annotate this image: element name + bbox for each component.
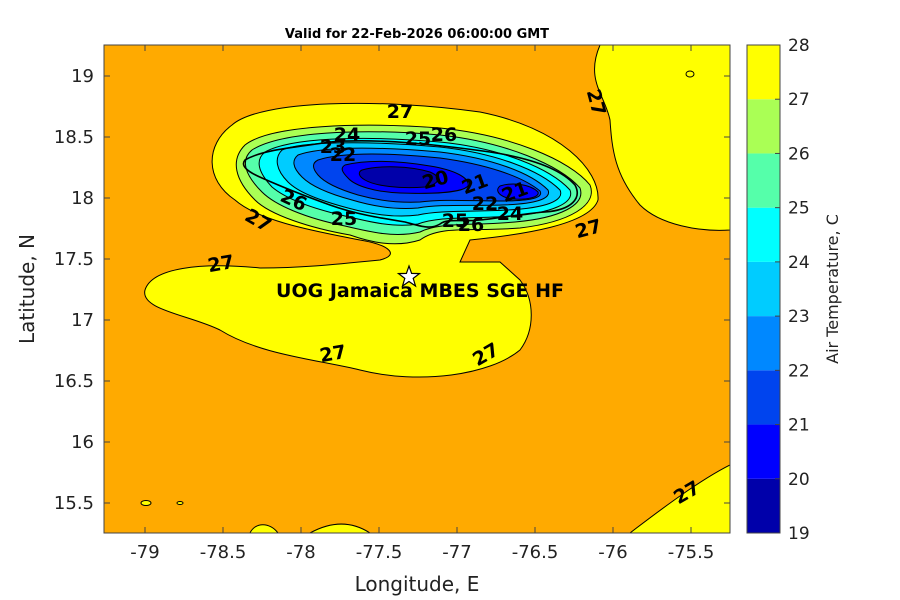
jamaica-coastline xyxy=(242,140,578,228)
colorbar-segment xyxy=(747,153,780,208)
colorbar-segment xyxy=(747,316,780,371)
colorbar-segment xyxy=(747,207,780,262)
contour-islet-sw-2 xyxy=(176,501,184,505)
colorbar-segment xyxy=(747,99,780,154)
x-tick-label: -75.5 xyxy=(668,542,715,563)
figure-title: Valid for 22-Feb-2026 06:00:00 GMT xyxy=(285,27,549,42)
contour-label-24-north: 24 xyxy=(334,124,360,146)
contour-label-27-south: 27 xyxy=(318,341,348,367)
contour-islet-sw-1 xyxy=(140,500,152,506)
contour-core-below-20 xyxy=(358,166,439,189)
x-tick-label: -76.5 xyxy=(512,542,559,563)
colorbar-tick-label: 28 xyxy=(788,36,810,56)
y-axis: 19 18.5 18 17.5 17 16.5 16 15.5 Latitude… xyxy=(15,66,730,514)
plot-frame xyxy=(103,44,731,534)
y-axis-label: Latitude, N xyxy=(15,234,39,344)
y-tick-label: 16.5 xyxy=(54,371,94,392)
station-label: UOG Jamaica MBES SGE HF xyxy=(276,280,564,302)
x-tick-label: -78 xyxy=(286,542,315,563)
y-tick-label: 19 xyxy=(71,66,94,87)
x-tick-label: -78.5 xyxy=(200,542,247,563)
contour-islet-ne xyxy=(685,70,695,78)
y-tick-label: 15.5 xyxy=(54,493,94,514)
x-tick-label: -77 xyxy=(442,542,471,563)
colorbar-segment xyxy=(747,424,780,479)
y-tick-label: 18.5 xyxy=(54,127,94,148)
colorbar-segment xyxy=(747,45,780,100)
colorbar-tick-label: 23 xyxy=(788,307,810,327)
x-tick-label: -76 xyxy=(598,542,627,563)
contour-label-22-east: 22 xyxy=(472,193,498,215)
colorbar-tick-label: 26 xyxy=(788,144,810,164)
colorbar-tick-label: 21 xyxy=(788,416,810,436)
contour-label-23-north: 23 xyxy=(320,136,346,158)
station-star-icon[interactable] xyxy=(396,264,422,288)
colorbar-frame xyxy=(746,44,781,534)
y-tick-label: 18 xyxy=(71,188,94,209)
y-tick-label: 17.5 xyxy=(54,249,94,270)
contour-label-22-north: 22 xyxy=(330,144,356,166)
contour-label-24-east: 24 xyxy=(497,203,523,225)
colorbar-tick-label: 22 xyxy=(788,361,810,381)
colorbar: 19 20 21 22 23 24 25 26 27 28 Air Temperature, C xyxy=(746,36,842,544)
colorbar-tick-label: 27 xyxy=(788,90,810,110)
contour-label-25-south: 25 xyxy=(331,208,357,230)
map-plot-area: 27 27 27 27 27 27 27 27 27 26 26 26 25 2… xyxy=(104,45,730,533)
x-tick-label: -77.5 xyxy=(356,542,403,563)
contour-label-27-north: 27 xyxy=(387,101,413,123)
contour-label-26-north: 26 xyxy=(431,124,457,146)
y-tick-label: 17 xyxy=(71,310,94,331)
colorbar-tick-label: 24 xyxy=(788,253,810,273)
contour-label-25-se: 25 xyxy=(442,210,468,232)
contour-label-27-sw: 27 xyxy=(206,251,236,277)
colorbar-tick-label: 25 xyxy=(788,199,810,219)
x-axis: -79 -78.5 -78 -77.5 -77 -76.5 -76 -75.5 … xyxy=(130,45,714,596)
x-axis-label: Longitude, E xyxy=(355,572,480,596)
colorbar-segment xyxy=(747,478,780,533)
contour-label-26-south: 26 xyxy=(458,214,484,236)
contour-band-26-27-northeast xyxy=(594,45,730,231)
colorbar-tick-label: 20 xyxy=(788,470,810,490)
x-tick-label: -79 xyxy=(130,542,159,563)
contour-label-25-north: 25 xyxy=(405,128,431,150)
colorbar-label: Air Temperature, C xyxy=(823,214,842,364)
colorbar-tick-label: 19 xyxy=(788,524,810,544)
colorbar-segment xyxy=(747,370,780,425)
colorbar-segment xyxy=(747,261,780,317)
y-tick-label: 16 xyxy=(71,432,94,453)
contour-band-19-20-east xyxy=(497,183,539,200)
